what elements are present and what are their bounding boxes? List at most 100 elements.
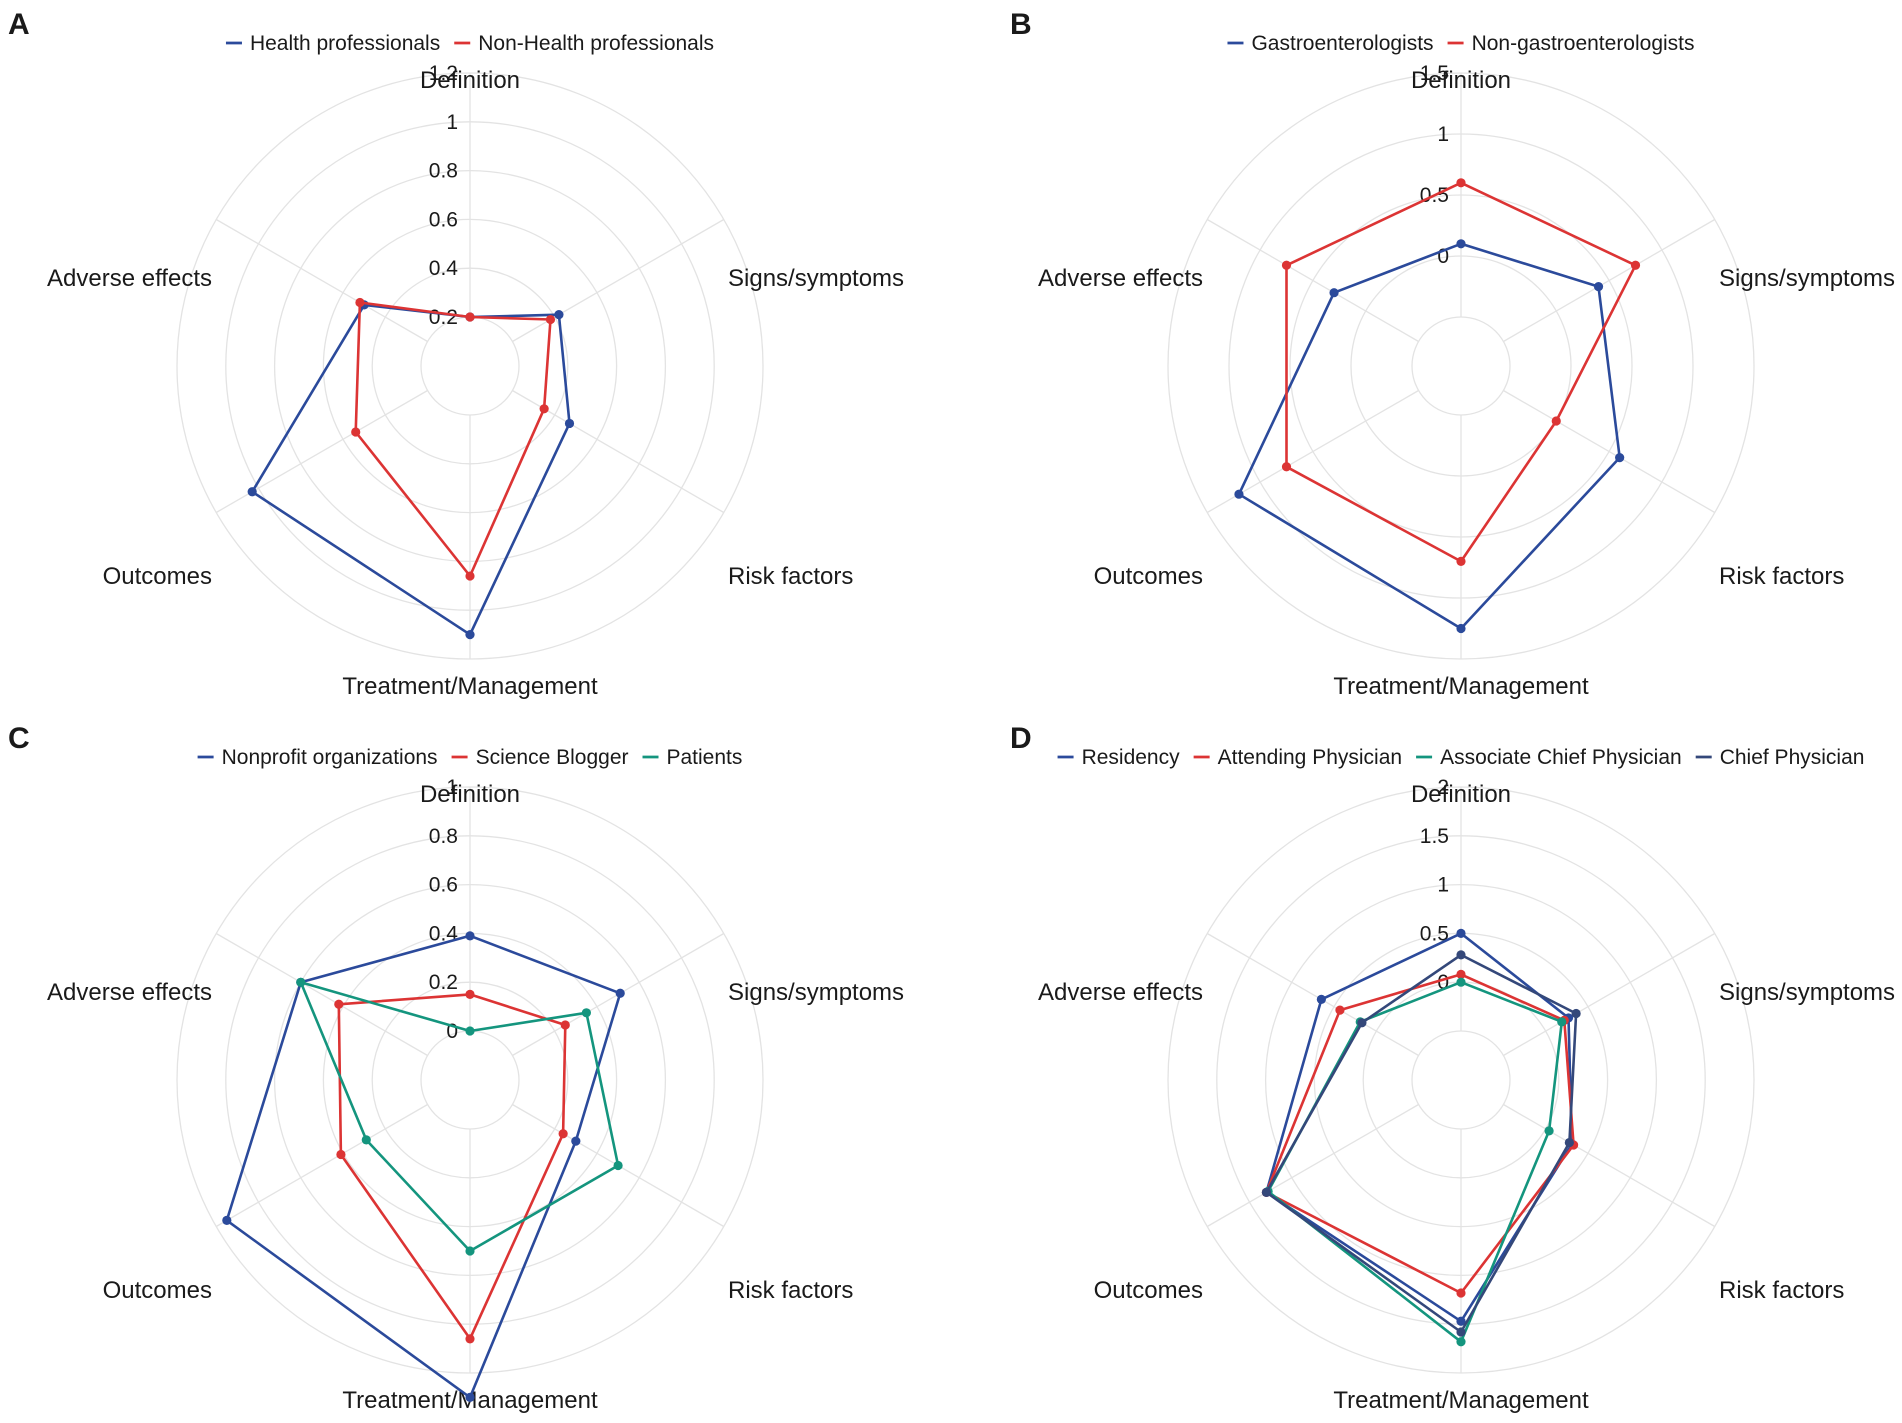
panel-letter: D — [1010, 722, 1032, 755]
series-non-health-professionals — [351, 297, 556, 581]
grid-ring — [1411, 316, 1511, 416]
data-point — [465, 630, 475, 640]
series-line — [354, 301, 552, 578]
grid-spoke — [1503, 932, 1716, 1057]
tick-label: 0.2 — [429, 306, 458, 329]
data-point — [1456, 969, 1466, 979]
legend-label: Residency — [1082, 746, 1181, 769]
data-point — [465, 1334, 475, 1344]
data-point — [1261, 1187, 1272, 1197]
data-point — [1335, 1005, 1345, 1015]
axis-label-signs-symptoms: Signs/symptoms — [728, 265, 904, 292]
data-point — [1456, 928, 1466, 939]
tick-label: 1 — [446, 776, 458, 799]
tick-label: 0.4 — [429, 922, 459, 945]
grid-ring — [420, 1030, 520, 1130]
legend-label: Gastroenterologists — [1251, 32, 1433, 55]
data-point — [465, 989, 475, 1000]
data-point — [539, 404, 549, 414]
axis-label-outcomes: Outcomes — [1094, 563, 1203, 590]
series-science-blogger — [334, 989, 570, 1344]
tick-label: 0.4 — [429, 257, 459, 280]
data-point — [355, 297, 365, 308]
axis-label-definition: Definition — [1411, 67, 1511, 94]
data-point — [558, 1129, 568, 1139]
data-point — [351, 427, 361, 437]
grid-spoke — [1206, 1103, 1419, 1228]
data-point — [560, 1020, 570, 1030]
data-point — [334, 999, 344, 1009]
tick-label: 0.6 — [429, 874, 458, 897]
tick-label: 0 — [1437, 971, 1449, 994]
tick-label: 1.5 — [1420, 825, 1449, 848]
grid-spoke — [1503, 389, 1716, 514]
data-point — [1456, 1288, 1466, 1298]
data-point — [361, 1135, 371, 1145]
data-point — [613, 1160, 623, 1171]
tick-label: 1 — [446, 111, 458, 134]
axis-label-signs-symptoms: Signs/symptoms — [1719, 979, 1895, 1006]
grid-spoke — [1503, 1103, 1716, 1228]
data-point — [465, 1246, 475, 1256]
axis-label-outcomes: Outcomes — [1094, 1277, 1203, 1304]
series-line — [1265, 973, 1575, 1295]
tick-label: 0.6 — [429, 208, 458, 231]
grid-spoke — [1206, 218, 1419, 343]
legend-label: Attending Physician — [1218, 746, 1402, 769]
data-point — [247, 487, 257, 497]
legend-label: Non-gastroenterologists — [1472, 32, 1695, 55]
legend-label: Health professionals — [250, 32, 440, 55]
panel-letter: A — [8, 8, 30, 41]
grid-spoke — [1503, 218, 1716, 343]
axis-label-treatment-management: Treatment/Management — [1333, 673, 1589, 700]
data-point — [465, 931, 475, 941]
data-point — [1456, 977, 1466, 987]
tick-label: 1 — [1437, 874, 1449, 897]
series-health-professionals — [247, 300, 575, 640]
grid-ring — [1411, 1030, 1511, 1130]
axis-label-risk-factors: Risk factors — [1719, 563, 1844, 590]
axis-label-risk-factors: Risk factors — [1719, 1277, 1844, 1304]
legend-label: Patients — [667, 746, 743, 769]
grid-spoke — [215, 932, 428, 1057]
data-point — [1456, 1327, 1466, 1337]
axis-label-definition: Definition — [420, 67, 520, 94]
data-point — [545, 314, 556, 325]
series-line — [337, 993, 567, 1341]
legend-label: Chief Physician — [1720, 746, 1865, 769]
legend: Residency Attending Physician Associate Ch… — [1057, 746, 1865, 769]
grid-spoke — [215, 1103, 428, 1228]
data-point — [1557, 1017, 1567, 1027]
data-point — [1456, 950, 1466, 960]
data-point — [465, 1392, 475, 1402]
data-point — [1281, 462, 1292, 472]
series-chief-physician — [1261, 950, 1581, 1337]
data-point — [1630, 260, 1641, 270]
data-point — [554, 310, 564, 320]
tick-label: 0.8 — [429, 160, 458, 183]
data-point — [465, 571, 475, 581]
data-point — [336, 1149, 346, 1160]
data-point — [615, 988, 625, 998]
data-point — [1571, 1008, 1581, 1019]
axis-label-treatment-management: Treatment/Management — [1333, 1387, 1589, 1414]
data-point — [1593, 282, 1604, 292]
data-point — [1456, 556, 1466, 567]
data-point — [1281, 260, 1292, 270]
data-point — [1316, 994, 1326, 1004]
series-gastroenterologists — [1234, 239, 1625, 634]
axis-label-signs-symptoms: Signs/symptoms — [1719, 265, 1895, 292]
legend-label: Science Blogger — [476, 746, 629, 769]
grid-spoke — [215, 218, 428, 343]
tick-label: 0.8 — [429, 825, 458, 848]
legend: Health professionals Non-Health professio… — [225, 32, 714, 55]
data-point — [296, 977, 306, 987]
axis-label-adverse-effects: Adverse effects — [47, 265, 212, 292]
data-point — [1234, 489, 1244, 499]
axis-label-adverse-effects: Adverse effects — [47, 979, 212, 1006]
